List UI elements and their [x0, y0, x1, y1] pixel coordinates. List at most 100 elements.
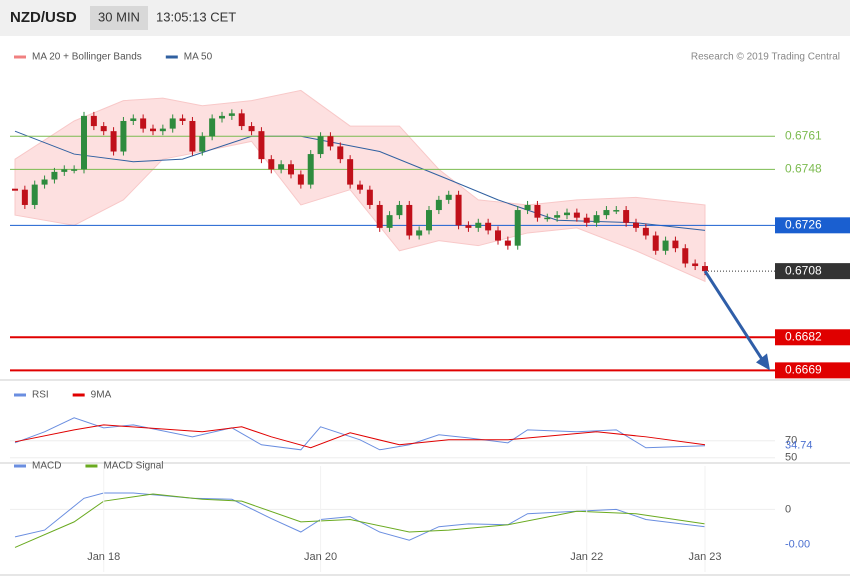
- legend-label: RSI: [32, 390, 49, 401]
- candle: [544, 217, 551, 220]
- y-tick-label: 70: [785, 435, 797, 447]
- candle: [573, 212, 580, 218]
- candle: [504, 240, 511, 246]
- candle: [179, 118, 186, 121]
- candle: [140, 118, 147, 129]
- candle: [465, 225, 472, 228]
- candle: [258, 131, 265, 160]
- candle: [633, 222, 639, 228]
- candle: [100, 126, 107, 132]
- candle: [278, 164, 285, 170]
- candle: [81, 115, 87, 170]
- candle: [366, 189, 373, 205]
- level-label: 0.6669: [785, 363, 822, 377]
- candle: [238, 113, 245, 127]
- candle: [455, 194, 462, 226]
- pair: NZD/USD: [10, 9, 77, 26]
- candle: [357, 184, 363, 190]
- level-label: 0.6708: [785, 263, 822, 277]
- candle: [386, 215, 393, 228]
- candle: [652, 235, 659, 251]
- series-line: [14, 493, 706, 548]
- candle: [169, 118, 176, 129]
- candle: [268, 159, 275, 170]
- candle: [376, 204, 383, 228]
- forecast-arrow-head: [756, 353, 770, 371]
- candle: [159, 128, 166, 132]
- candle: [554, 215, 561, 218]
- time: 13:05:13 CET: [156, 9, 236, 24]
- candle: [564, 212, 570, 216]
- candle: [297, 174, 304, 185]
- candle: [524, 204, 531, 211]
- candle: [199, 136, 206, 152]
- candle: [51, 171, 58, 180]
- candle: [662, 240, 669, 251]
- candle: [435, 199, 442, 211]
- timeframe-box: [90, 6, 148, 30]
- candle: [71, 169, 78, 171]
- candle: [110, 131, 117, 152]
- candle: [90, 115, 97, 127]
- candle: [317, 136, 324, 155]
- candle: [485, 222, 492, 231]
- series-line: [14, 492, 706, 541]
- candle: [682, 248, 689, 264]
- candle: [130, 118, 137, 121]
- candle: [228, 113, 235, 116]
- candle: [150, 128, 156, 132]
- candle: [288, 164, 294, 175]
- x-tick-label: Jan 18: [87, 551, 120, 563]
- candle: [495, 230, 501, 241]
- timeframe: 30 MIN: [98, 9, 140, 24]
- candle: [21, 189, 28, 205]
- candle: [307, 154, 314, 185]
- candle: [406, 204, 413, 236]
- legend-label: 9MA: [91, 390, 112, 401]
- candle: [583, 217, 590, 223]
- legend-label: MA 50: [184, 52, 213, 63]
- candle: [337, 146, 344, 160]
- legend-label: MACD Signal: [103, 461, 163, 472]
- candle: [347, 159, 354, 185]
- candle: [31, 184, 38, 205]
- candle: [613, 210, 620, 212]
- candle: [41, 179, 48, 185]
- x-tick-label: Jan 20: [304, 551, 337, 563]
- candle: [603, 210, 610, 216]
- candle: [219, 115, 225, 119]
- candle: [623, 210, 630, 223]
- candle: [702, 266, 708, 272]
- candle: [189, 120, 196, 152]
- candle: [61, 169, 68, 172]
- level-label: 0.6761: [785, 128, 822, 142]
- candle: [12, 188, 18, 191]
- series-line: [14, 424, 706, 449]
- x-tick-label: Jan 23: [688, 551, 721, 563]
- candle: [445, 194, 452, 200]
- legend-label: MA 20 + Bollinger Bands: [32, 52, 142, 63]
- level-box: [775, 217, 850, 234]
- series-line: [14, 417, 706, 451]
- candle: [514, 210, 521, 246]
- candle: [593, 215, 600, 223]
- level-label: 0.6682: [785, 329, 822, 343]
- level-box: [775, 329, 850, 346]
- x-tick-label: Jan 22: [570, 551, 603, 563]
- legend-label: MACD: [32, 461, 61, 472]
- candle: [426, 210, 432, 231]
- candle: [534, 204, 541, 218]
- candle: [692, 263, 699, 267]
- candle: [209, 118, 216, 137]
- level-label: 0.6726: [785, 217, 822, 231]
- credit: Research © 2019 Trading Central: [691, 52, 840, 63]
- candle: [396, 204, 403, 216]
- forecast-arrow: [703, 270, 766, 364]
- candle: [327, 136, 334, 147]
- y-tick-label: 50: [785, 452, 797, 464]
- candle: [120, 120, 127, 152]
- current-value: -0.00: [785, 539, 810, 551]
- level-label: 0.6748: [785, 162, 822, 176]
- level-box: [775, 263, 850, 280]
